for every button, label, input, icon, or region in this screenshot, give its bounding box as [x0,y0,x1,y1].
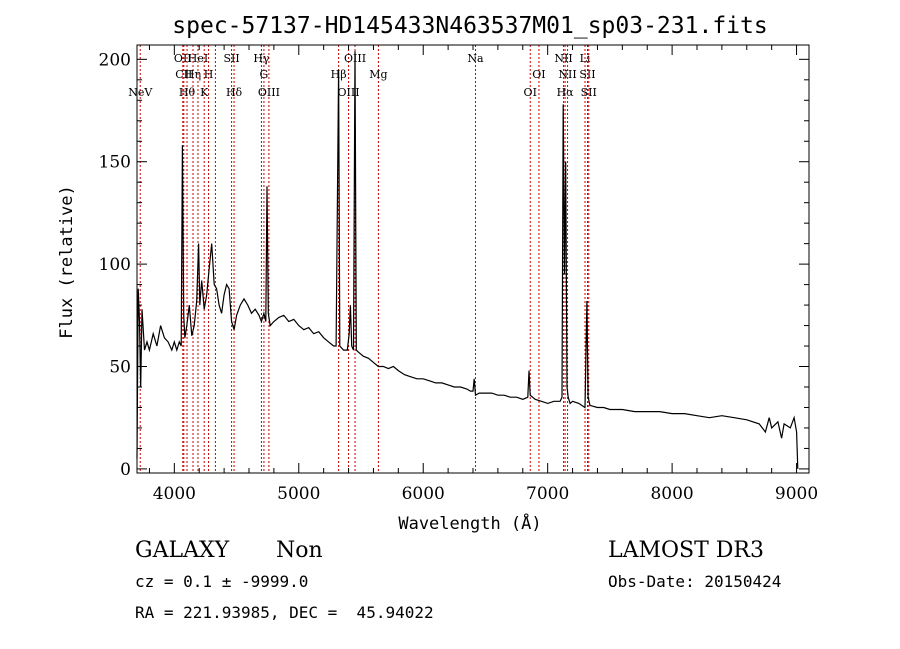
line-marker-label: Hδ [226,86,243,99]
line-marker-label: K [200,86,209,99]
line-marker-label: SII [579,68,595,81]
line-marker-label: NII [558,68,576,81]
y-tick-label: 50 [109,358,131,378]
line-marker-label: Na [467,52,484,65]
line-marker-label: CII [175,68,192,81]
y-tick-label: 150 [99,153,131,173]
x-tick-label: 6000 [402,484,445,504]
obs-date-text: Obs-Date: 20150424 [608,572,782,591]
line-marker-label: OI [524,86,537,99]
line-marker-label: NeV [128,86,153,99]
y-tick-label: 0 [120,460,131,480]
axes: 4000 5000 6000 7000 8000 9000 0 50 100 150 200 [99,45,818,504]
y-axis-label: Flux (relative) [57,185,77,339]
spectrum-series [136,51,799,469]
chart-title: spec-57137-HD145433N463537M01_sp03-231.f… [172,13,767,39]
coordinates-text: RA = 221.93985, DEC = 45.94022 [135,603,434,622]
redshift-text: cz = 0.1 ± -9999.0 [135,572,309,591]
line-marker-label: H [204,68,214,81]
line-marker-label: OIII [258,86,280,99]
x-tick-label: 4000 [153,484,196,504]
line-marker-label: Hη [185,68,201,81]
y-tick-label: 200 [99,50,131,70]
survey-label: LAMOST DR3 [608,538,764,563]
line-marker-label: Hθ [179,86,196,99]
spectrum-line [136,51,799,469]
x-tick-label: 7000 [526,484,569,504]
line-marker-label: SII [223,52,239,65]
plot-frame [136,44,810,474]
x-tick-label: 8000 [650,484,693,504]
line-marker-label: NII [554,52,572,65]
line-marker-label: Hα [557,86,575,99]
line-marker-label: OI [532,68,545,81]
line-marker-label: G [260,68,269,81]
y-tick-label: 100 [99,255,131,275]
classification-label: GALAXY [135,538,230,563]
line-marker-label: Li [580,52,591,65]
line-marker-label: Hγ [253,52,270,65]
x-tick-label: 9000 [775,484,818,504]
line-marker-label: Mg [369,68,387,81]
x-tick-label: 5000 [277,484,320,504]
line-marker-label: OIII [338,86,360,99]
line-marker-label: HeI [188,52,208,65]
x-axis-label: Wavelength (Å) [398,512,541,534]
subclass-label: Non [276,538,323,563]
line-marker-label: SII [581,86,597,99]
emission-line-markers: NeVOIICIIHθHηHeIKHSIIHδHγGOIIIHβOIIIOIII… [128,45,597,473]
